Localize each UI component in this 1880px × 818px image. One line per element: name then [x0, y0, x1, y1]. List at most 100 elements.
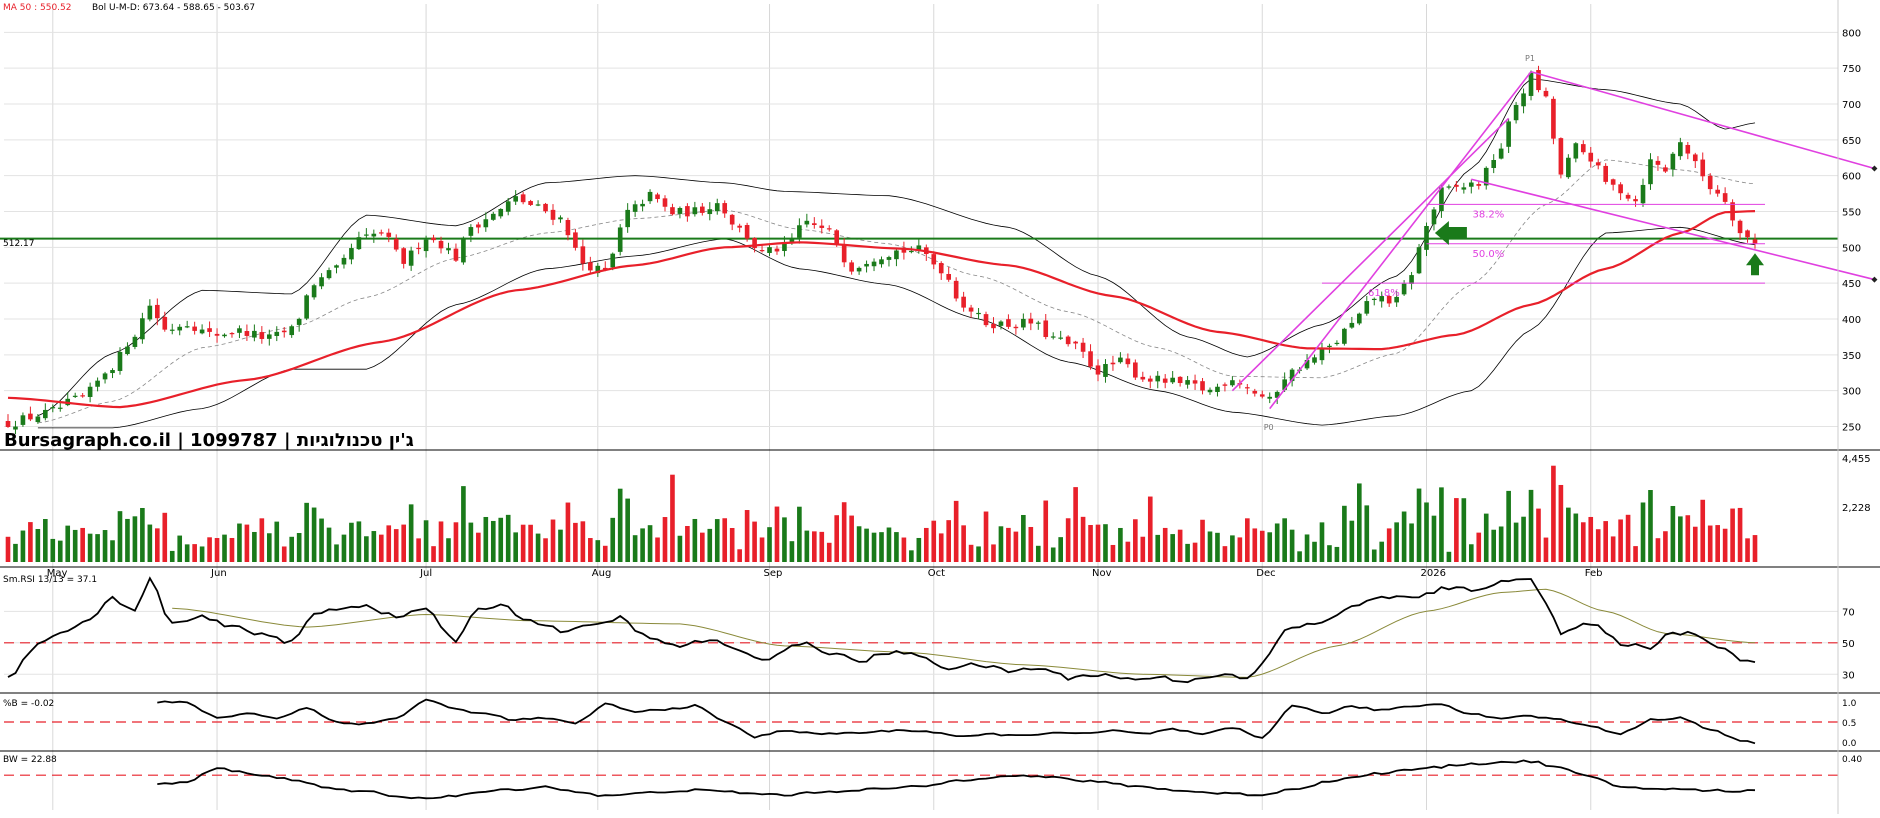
candle-body — [625, 209, 630, 228]
volume-bar — [998, 526, 1004, 562]
volume-bar — [602, 545, 608, 562]
volume-bar — [289, 536, 295, 562]
candle-body — [662, 198, 668, 207]
candle-body — [1192, 380, 1198, 384]
month-tick-label: Jun — [210, 568, 227, 579]
candle-body — [162, 316, 168, 330]
candle-body — [1588, 152, 1594, 162]
candle-body — [80, 395, 85, 397]
candle-body — [132, 336, 138, 347]
volume-bar — [1461, 498, 1467, 562]
candle-body — [1491, 159, 1497, 169]
swing-label: P1 — [1525, 54, 1535, 63]
volume-bar — [1416, 488, 1422, 562]
candle-body — [655, 194, 660, 200]
volume-bar — [901, 537, 907, 562]
volume-bar — [744, 510, 750, 562]
candle-body — [670, 207, 675, 215]
indicator-title: Sm.RSI 13/13 = 37.1 — [3, 575, 97, 585]
volume-bar — [617, 488, 623, 562]
candle-body — [364, 234, 369, 236]
candle-body — [490, 213, 496, 220]
candle-body — [1259, 394, 1265, 397]
volume-bar — [1737, 507, 1743, 562]
volume-bar — [438, 521, 444, 562]
volume-bar — [1006, 527, 1011, 562]
volume-bar — [729, 527, 735, 562]
candle-body — [319, 277, 324, 287]
volume-bar — [625, 498, 630, 562]
volume-bar — [565, 502, 571, 562]
volume-bar — [1297, 551, 1302, 562]
candle-body — [35, 416, 41, 423]
candle-body — [1551, 98, 1556, 139]
volume-bar — [670, 474, 675, 562]
volume-bar — [1379, 541, 1385, 562]
candle-body — [543, 203, 548, 212]
volume-bar — [1506, 490, 1511, 562]
volume-bar — [692, 518, 698, 562]
volume-bar — [849, 515, 854, 562]
candle-body — [1663, 167, 1668, 172]
volume-bar — [72, 529, 78, 562]
volume-bar — [1356, 483, 1362, 562]
candle-body — [326, 270, 332, 279]
candle-body — [1394, 296, 1399, 303]
candle-body — [1603, 165, 1608, 182]
volume-bar — [50, 538, 56, 562]
volume-bar — [1095, 524, 1101, 562]
volume-bar — [1468, 544, 1474, 562]
volume-bar — [1394, 522, 1399, 562]
candle-body — [1700, 159, 1706, 177]
volume-bar — [393, 529, 399, 562]
candle-body — [961, 296, 966, 308]
volume-panel: 4,455 2,228 — [5, 454, 1871, 562]
indicator-tick-label: 0.0 — [1842, 739, 1857, 749]
volume-bar — [1215, 532, 1220, 562]
indicator-tick-label: 0.5 — [1842, 719, 1856, 729]
candle-body — [789, 238, 795, 243]
candle-body — [617, 227, 623, 252]
volume-bar — [1028, 526, 1034, 562]
volume-bar — [1088, 524, 1093, 562]
indicator-line — [7, 576, 1756, 684]
candle-body — [296, 318, 302, 325]
candle-body — [43, 409, 48, 419]
candle-body — [1230, 380, 1235, 386]
volume-bar — [349, 522, 354, 562]
channel-end-marker — [1871, 276, 1878, 283]
candle-body — [1737, 220, 1743, 234]
volume-bar — [1603, 521, 1608, 562]
candle-body — [700, 206, 705, 213]
candle-body — [1745, 230, 1750, 238]
volume-bar — [879, 532, 884, 562]
left-arrow-icon — [1434, 221, 1467, 245]
candle-body — [1200, 381, 1205, 391]
candle-body — [976, 312, 981, 315]
volume-bar — [513, 532, 518, 562]
candle-body — [1431, 209, 1437, 225]
candle-body — [461, 237, 466, 263]
candle-body — [147, 305, 153, 320]
volume-bar — [341, 534, 347, 562]
percent-b-panel: %B = -0.02 1.0 0.5 0.0 — [3, 698, 1857, 749]
candle-body — [177, 326, 183, 331]
candle-body — [1625, 194, 1631, 199]
candle-body — [274, 331, 280, 337]
volume-bar — [408, 504, 414, 562]
candle-body — [1483, 167, 1489, 186]
volume-bar — [938, 533, 944, 562]
volume-bar — [1707, 525, 1713, 562]
candle-body — [483, 219, 489, 228]
volume-bar — [1185, 543, 1190, 562]
volume-bar — [655, 537, 660, 562]
fib-level-label: 38.2% — [1473, 209, 1505, 220]
volume-bar — [1730, 508, 1735, 562]
candle-body — [5, 421, 11, 427]
candle-body — [1349, 322, 1355, 328]
month-tick-label: Dec — [1256, 568, 1275, 579]
volume-bar — [1289, 529, 1295, 562]
volume-tick-label: 2,228 — [1842, 503, 1871, 514]
volume-bar — [826, 542, 832, 562]
